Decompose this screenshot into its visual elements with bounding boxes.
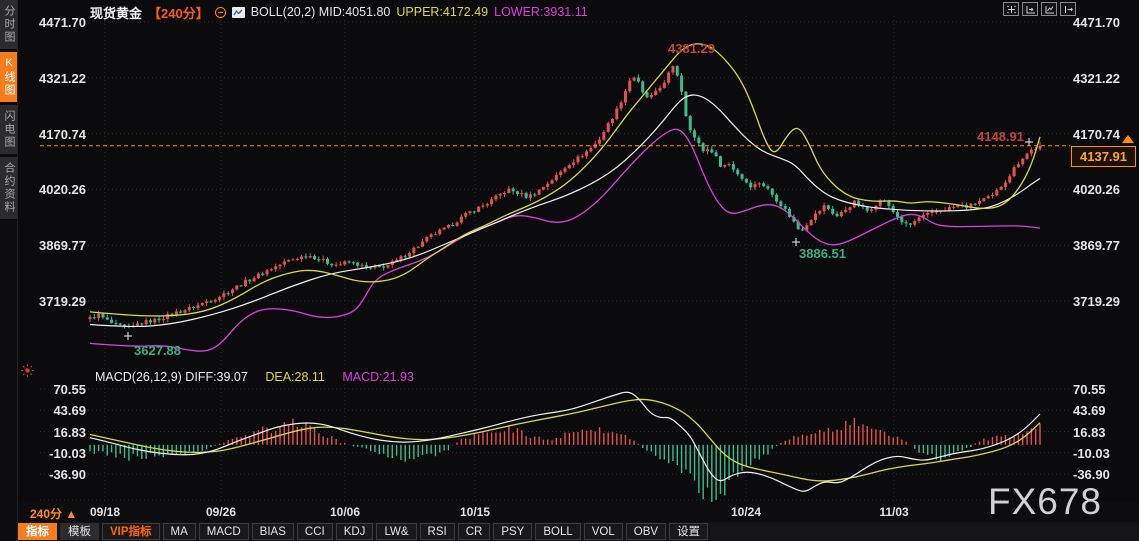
toolbar-button-2[interactable]: VIP指标 [102, 523, 160, 540]
chart-type-icon[interactable] [231, 6, 245, 18]
toolbar-button-9[interactable]: RSI [419, 523, 455, 540]
sidebar-tab-2[interactable]: 闪电图 [0, 105, 17, 154]
y-axis-label-left: 4471.70 [39, 15, 86, 30]
alert-dot-icon[interactable] [20, 363, 35, 383]
bottom-toolbar: 指标 模板 VIP指标 MA MACD BIAS CCI KDJ LW& RSI CR PSY BOLL… [18, 522, 1139, 541]
toolbar-button-3[interactable]: MA [162, 523, 196, 540]
macd-value: MACD:21.93 [342, 370, 414, 384]
boll-lower-value: LOWER:3931.11 [494, 5, 588, 19]
current-price-value: 4137.91 [1080, 149, 1127, 164]
collapse-circle-icon[interactable] [214, 6, 226, 18]
y-axis-label-right: 16.83 [1073, 424, 1106, 440]
pan-right-icon[interactable] [1060, 2, 1076, 16]
toolbar-button-1[interactable]: 模板 [60, 523, 99, 540]
left-sidebar: 分时图 K线图闪电图合约资料 [0, 0, 18, 541]
toolbar-button-6[interactable]: CCI [296, 523, 333, 540]
y-axis-label-right: -10.03 [1073, 445, 1110, 461]
x-axis-date: 10/15 [459, 505, 491, 519]
y-axis-label-left: 4170.74 [39, 126, 86, 142]
x-axis-date: 09/26 [205, 505, 237, 519]
y-axis-label-right: 4321.22 [1073, 70, 1120, 86]
toolbar-button-0[interactable]: 指标 [18, 523, 57, 540]
y-axis-label-right: 4020.26 [1073, 182, 1120, 198]
x-axis-fit-icon[interactable] [1041, 2, 1057, 16]
price-annotation: 4381.29 [668, 41, 715, 56]
price-annotation: 3886.51 [799, 246, 846, 261]
macd-params-diff: MACD(26,12,9) DIFF:39.07 [95, 370, 248, 384]
toolbar-button-10[interactable]: CR [457, 523, 491, 540]
boll-upper-value: UPPER:4172.49 [396, 5, 489, 19]
toolbar-button-12[interactable]: BOLL [535, 523, 581, 540]
y-axis-label-left: 4020.26 [39, 182, 86, 198]
y-axis-label-right: 4471.70 [1073, 15, 1120, 30]
y-axis-label-left: 70.55 [53, 382, 86, 397]
price-annotation: 3627.88 [134, 343, 181, 358]
y-axis-label-right: 70.55 [1073, 382, 1106, 397]
y-axis-label-left: 3719.29 [39, 294, 86, 309]
chart-tool-icons [1003, 2, 1076, 16]
x-axis-row: 240分 ▲ 09/18 09/26 10/06 10/15 10/24 11/03 [18, 502, 1139, 522]
period-selector[interactable]: 240分 ▲ [30, 507, 78, 521]
toolbar-button-14[interactable]: OBV [625, 523, 667, 540]
y-axis-label-right: -36.90 [1073, 467, 1110, 482]
macd-header: MACD(26,12,9) DIFF:39.07 DEA:28.11 MACD:… [95, 370, 414, 384]
toolbar-button-11[interactable]: PSY [493, 523, 533, 540]
sidebar-tab-1[interactable]: K线图 [0, 52, 17, 102]
boll-indicator-label: BOLL(20,2) MID:4051.80 [250, 5, 391, 19]
macd-dea-value: DEA:28.11 [265, 370, 325, 384]
y-axis-label-right: 4170.74 [1073, 126, 1120, 142]
sidebar-tab-3[interactable]: 合约资料 [0, 157, 17, 219]
y-axis-label-left: 3869.77 [39, 238, 86, 254]
latest-price-marker-icon [1122, 135, 1134, 143]
move-crosshair-icon[interactable] [1003, 2, 1019, 16]
y-axis-label-right: 3719.29 [1073, 294, 1120, 309]
price-annotation: 4148.91 [977, 129, 1024, 144]
chart-header: 现货黄金 【240分】 BOLL(20,2) MID:4051.80 UPPER… [90, 4, 588, 21]
period-badge: 【240分】 [148, 5, 209, 21]
x-axis-date: 09/18 [89, 505, 121, 519]
toolbar-button-7[interactable]: KDJ [335, 523, 374, 540]
y-axis-label-left: 4321.22 [39, 70, 86, 86]
y-axis-label-left: 16.83 [53, 424, 86, 440]
y-axis-label-left: 43.69 [53, 403, 86, 419]
y-axis-label-right: 43.69 [1073, 403, 1106, 419]
toolbar-button-15[interactable]: 设置 [669, 523, 709, 540]
symbol-name: 现货黄金 [90, 5, 143, 21]
x-axis-date: 11/03 [879, 505, 909, 519]
toolbar-button-13[interactable]: VOL [583, 523, 623, 540]
y-axis-fit-icon[interactable] [1022, 2, 1038, 16]
y-axis-label-left: -10.03 [49, 445, 86, 461]
toolbar-button-8[interactable]: LW& [376, 523, 417, 540]
toolbar-button-4[interactable]: MACD [198, 523, 249, 540]
sidebar-tab-0[interactable]: 分时图 [0, 0, 17, 49]
y-axis-label-right: 3869.77 [1073, 238, 1120, 254]
x-axis-date: 10/24 [730, 505, 762, 519]
current-price-box: 4137.91 [1071, 146, 1136, 167]
x-axis-date: 10/06 [329, 505, 361, 519]
y-axis-label-left: -36.90 [49, 467, 86, 482]
toolbar-button-5[interactable]: BIAS [251, 523, 294, 540]
